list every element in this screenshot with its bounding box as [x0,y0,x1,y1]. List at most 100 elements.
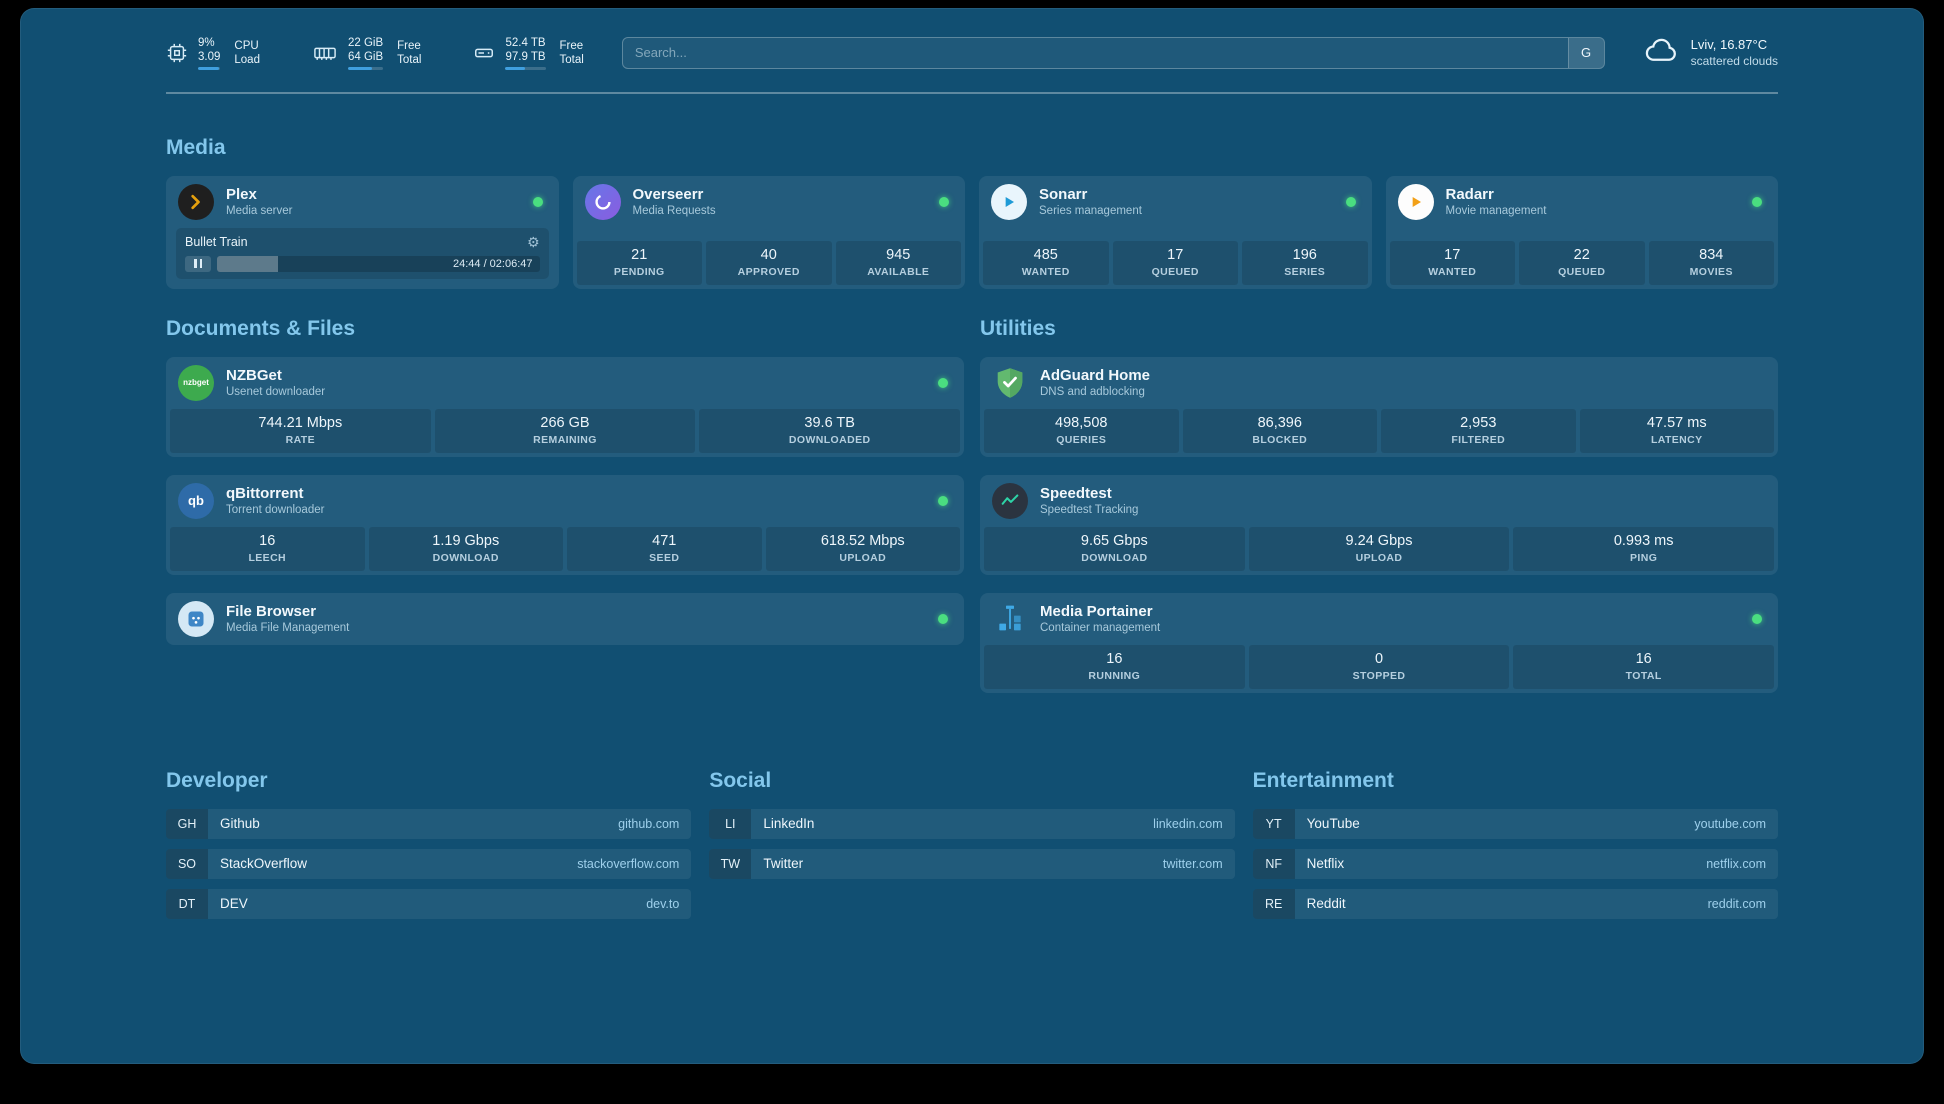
status-dot [938,613,948,624]
plex-now-playing: Bullet Train ⚙ 24:44 / 02:06:47 [176,227,549,279]
bookmark-name: Twitter [763,856,804,871]
bookmark-name: DEV [220,896,248,911]
memory-free: 22 GiB [347,36,384,49]
qbittorrent-icon: qb [178,482,214,519]
dashboard: 9% 3.09 CPU Load [20,8,1924,1064]
section-title-developer: Developer [166,768,268,792]
memory-values: 22 GiB 64 GiB [347,36,384,70]
stat-approved: 40 APPROVED [706,240,832,285]
bookmark-abbr: LI [709,808,752,839]
stat-seed: 471 SEED [567,526,762,571]
service-name: Speedtest [1040,485,1112,502]
bookmark-youtube[interactable]: YT YouTube youtube.com [1252,808,1778,839]
service-card-qbittorrent[interactable]: qb qBittorrent Torrent downloader 16 LEE… [166,474,964,575]
stat-queued: 22 QUEUED [1519,240,1645,285]
service-name: NZBGet [226,367,282,384]
bookmark-url: youtube.com [1694,816,1766,831]
service-card-overseerr[interactable]: Overseerr Media Requests 21 PENDING 40 A… [572,175,965,289]
stat-movies: 834 MOVIES [1648,240,1774,285]
bookmark-group-entertainment: Entertainment YT YouTube youtube.com NF … [1252,768,1778,929]
service-desc: Torrent downloader [226,504,325,516]
bookmark-name: StackOverflow [220,856,308,871]
bookmark-url: linkedin.com [1153,816,1223,831]
stat-total: 16 TOTAL [1513,644,1775,689]
bookmark-twitter[interactable]: TW Twitter twitter.com [709,848,1235,879]
search-box: G [621,36,1605,69]
bookmark-github[interactable]: GH Github github.com [166,808,692,839]
bookmark-abbr: SO [166,848,208,879]
documents-column: Documents & Files nzbget NZBGet Usenet d… [166,317,964,711]
section-title-utilities: Utilities [980,316,1056,340]
bookmark-netflix[interactable]: NF Netflix netflix.com [1252,848,1778,879]
disk-bar [505,66,546,70]
service-desc: Media server [226,205,293,217]
search-input[interactable] [622,37,1568,68]
disk-total: 97.9 TB [505,50,546,63]
bookmark-name: YouTube [1306,816,1360,831]
adguard-icon [992,365,1028,401]
bookmark-url: reddit.com [1707,896,1766,911]
playback-progress-bar[interactable]: 24:44 / 02:06:47 [217,255,540,272]
service-card-portainer[interactable]: Media Portainer Container management 16 … [980,592,1778,693]
cpu-bar [198,66,221,70]
service-name: AdGuard Home [1040,367,1151,384]
cpu-widget: 9% 3.09 CPU Load [166,36,260,70]
cloud-icon [1643,35,1681,70]
now-playing-title: Bullet Train [185,234,248,249]
memory-bar [347,66,384,70]
service-card-speedtest[interactable]: Speedtest Speedtest Tracking 9.65 Gbps D… [980,474,1778,575]
pause-button[interactable] [185,255,211,272]
section-title-entertainment: Entertainment [1252,768,1394,792]
bookmark-reddit[interactable]: RE Reddit reddit.com [1252,888,1778,919]
service-card-sonarr[interactable]: Sonarr Series management 485 WANTED 17 Q… [979,175,1372,289]
weather-condition: scattered clouds [1690,54,1778,68]
bookmark-abbr: NF [1252,848,1295,879]
status-dot [532,196,543,207]
stat-queued: 17 QUEUED [1112,240,1238,285]
stat-running: 16 RUNNING [984,644,1245,689]
bookmark-group-social: Social LI LinkedIn linkedin.com TW Twitt… [709,769,1235,929]
stat-latency: 47.57 ms LATENCY [1579,408,1774,453]
service-desc: Movie management [1445,205,1547,217]
weather-text: Lviv, 16.87°C scattered clouds [1691,37,1778,68]
service-desc: DNS and adblocking [1040,386,1145,398]
stat-ping: 0.993 ms PING [1513,526,1775,571]
stat-leech: 16 LEECH [170,526,365,571]
filebrowser-icon [178,600,214,637]
service-card-radarr[interactable]: Radarr Movie management 17 WANTED 22 QUE… [1385,175,1778,289]
search-provider-button[interactable]: G [1567,37,1604,68]
overseerr-icon [584,183,621,220]
header-divider [166,92,1778,94]
bookmark-url: stackoverflow.com [577,856,680,871]
cpu-labels: CPU Load [234,39,260,66]
stat-rate: 744.21 Mbps RATE [170,408,431,453]
sonarr-icon [991,183,1027,220]
service-name: Media Portainer [1040,603,1153,620]
service-card-plex[interactable]: Plex Media server Bullet Train ⚙ 24: [166,175,559,289]
bookmark-abbr: RE [1252,888,1295,919]
memory-widget: 22 GiB 64 GiB Free Total [312,36,421,70]
bookmark-abbr: DT [166,888,208,919]
weather-widget: Lviv, 16.87°C scattered clouds [1643,35,1778,70]
speedtest-icon [992,482,1028,519]
bookmark-linkedin[interactable]: LI LinkedIn linkedin.com [709,808,1235,839]
section-title-media: Media [166,135,226,159]
stat-upload: 618.52 Mbps UPLOAD [765,526,960,571]
bookmarks: Developer GH Github github.com SO StackO… [166,769,1778,969]
status-dot [939,196,949,207]
gear-icon[interactable]: ⚙ [526,233,540,250]
bookmark-dev[interactable]: DT DEV dev.to [166,888,692,919]
service-card-nzbget[interactable]: nzbget NZBGet Usenet downloader 744.21 M… [166,356,964,457]
service-card-adguard[interactable]: AdGuard Home DNS and adblocking 498,508 … [980,356,1778,457]
stat-wanted: 17 WANTED [1389,240,1515,285]
resource-widgets: 9% 3.09 CPU Load [166,36,584,70]
bookmark-stackoverflow[interactable]: SO StackOverflow stackoverflow.com [166,848,692,879]
disk-labels: Free Total [559,39,584,66]
radarr-icon [1397,183,1434,220]
stat-wanted: 485 WANTED [983,240,1109,285]
memory-total: 64 GiB [347,50,384,63]
disk-values: 52.4 TB 97.9 TB [505,36,546,70]
bookmark-url: netflix.com [1706,856,1766,871]
service-card-filebrowser[interactable]: File Browser Media File Management [166,592,964,645]
status-dot [938,495,948,506]
